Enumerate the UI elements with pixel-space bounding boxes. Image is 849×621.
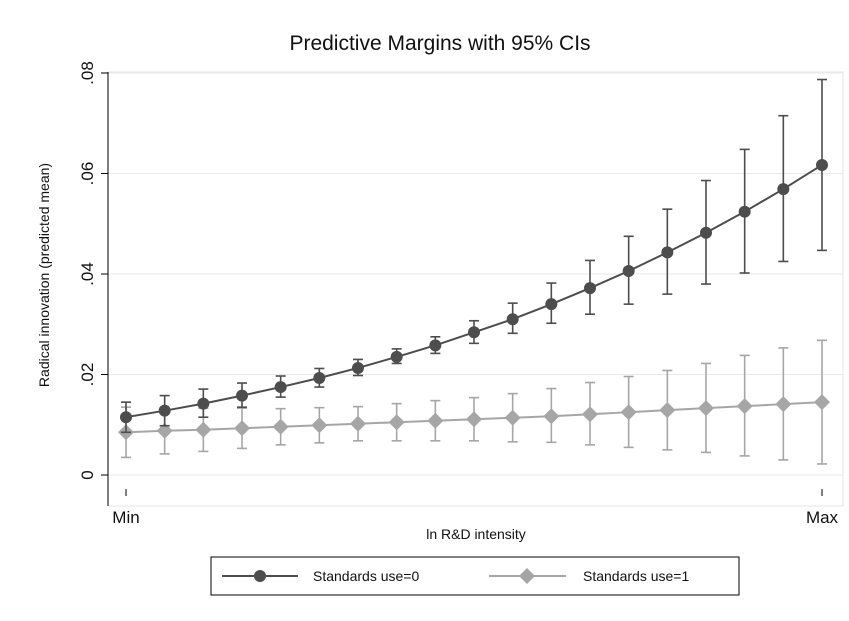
point-s0-0 [120, 411, 132, 424]
point-s0-4 [274, 381, 287, 394]
point-s1-14 [659, 402, 676, 419]
legend-marker-series-0 [254, 570, 266, 582]
point-s0-17 [777, 183, 790, 196]
point-s0-3 [236, 389, 248, 402]
point-s1-2 [195, 421, 212, 438]
point-s1-4 [272, 418, 289, 435]
legend: Standards use=0 Standards use=1 [210, 556, 740, 596]
y-ticks: 0 .02 .04 .06 .08 [78, 61, 108, 480]
point-s0-2 [197, 397, 210, 410]
point-s1-9 [466, 411, 482, 428]
point-s0-11 [545, 298, 558, 311]
point-s0-8 [429, 339, 442, 352]
x-tick-label-1: Max [806, 508, 839, 527]
point-s0-15 [700, 226, 712, 239]
point-s0-5 [313, 372, 326, 385]
point-s1-16 [736, 398, 753, 415]
y-tick-label-2: .04 [78, 262, 97, 286]
point-s0-7 [390, 350, 403, 363]
point-s0-13 [622, 264, 635, 277]
point-s1-13 [620, 404, 637, 421]
point-s0-1 [158, 404, 171, 417]
y-tick-label-1: .02 [78, 363, 97, 387]
point-s0-14 [661, 246, 674, 259]
point-s0-6 [352, 361, 364, 374]
x-tick-label-0: Min [112, 508, 139, 527]
series-0 [120, 78, 828, 434]
point-s1-17 [775, 396, 792, 413]
y-axis-label: Radical innovation (predicted mean) [36, 163, 52, 387]
x-axis-label: ln R&D intensity [426, 526, 526, 542]
x-ticks: Min Max [112, 489, 839, 527]
point-s1-8 [427, 412, 444, 429]
point-s1-6 [350, 415, 366, 432]
point-s0-10 [506, 313, 519, 326]
point-s0-16 [738, 205, 751, 218]
point-s1-7 [388, 414, 405, 431]
point-s1-15 [698, 400, 714, 417]
legend-box [210, 556, 740, 596]
y-tick-label-0: 0 [78, 470, 97, 479]
y-tick-label-3: .06 [78, 162, 97, 186]
series-1 [118, 339, 830, 465]
series-layer [118, 78, 830, 465]
plot-area [107, 71, 844, 507]
point-s0-9 [468, 326, 480, 339]
legend-marker-series-1 [519, 568, 535, 584]
point-s1-5 [311, 417, 328, 434]
y-tick-label-4: .08 [78, 61, 97, 85]
point-s1-10 [504, 409, 521, 426]
point-s1-1 [156, 422, 173, 439]
point-s1-11 [543, 408, 560, 425]
grid-layer [108, 72, 843, 476]
point-s1-3 [234, 420, 250, 437]
point-s0-18 [816, 158, 828, 171]
chart-title: Predictive Margins with 95% CIs [289, 32, 590, 55]
legend-label-series-1: Standards use=1 [583, 568, 689, 584]
point-s0-12 [584, 282, 596, 295]
legend-label-series-0: Standards use=0 [313, 568, 419, 584]
point-s1-12 [582, 406, 598, 423]
point-s1-18 [814, 394, 830, 411]
